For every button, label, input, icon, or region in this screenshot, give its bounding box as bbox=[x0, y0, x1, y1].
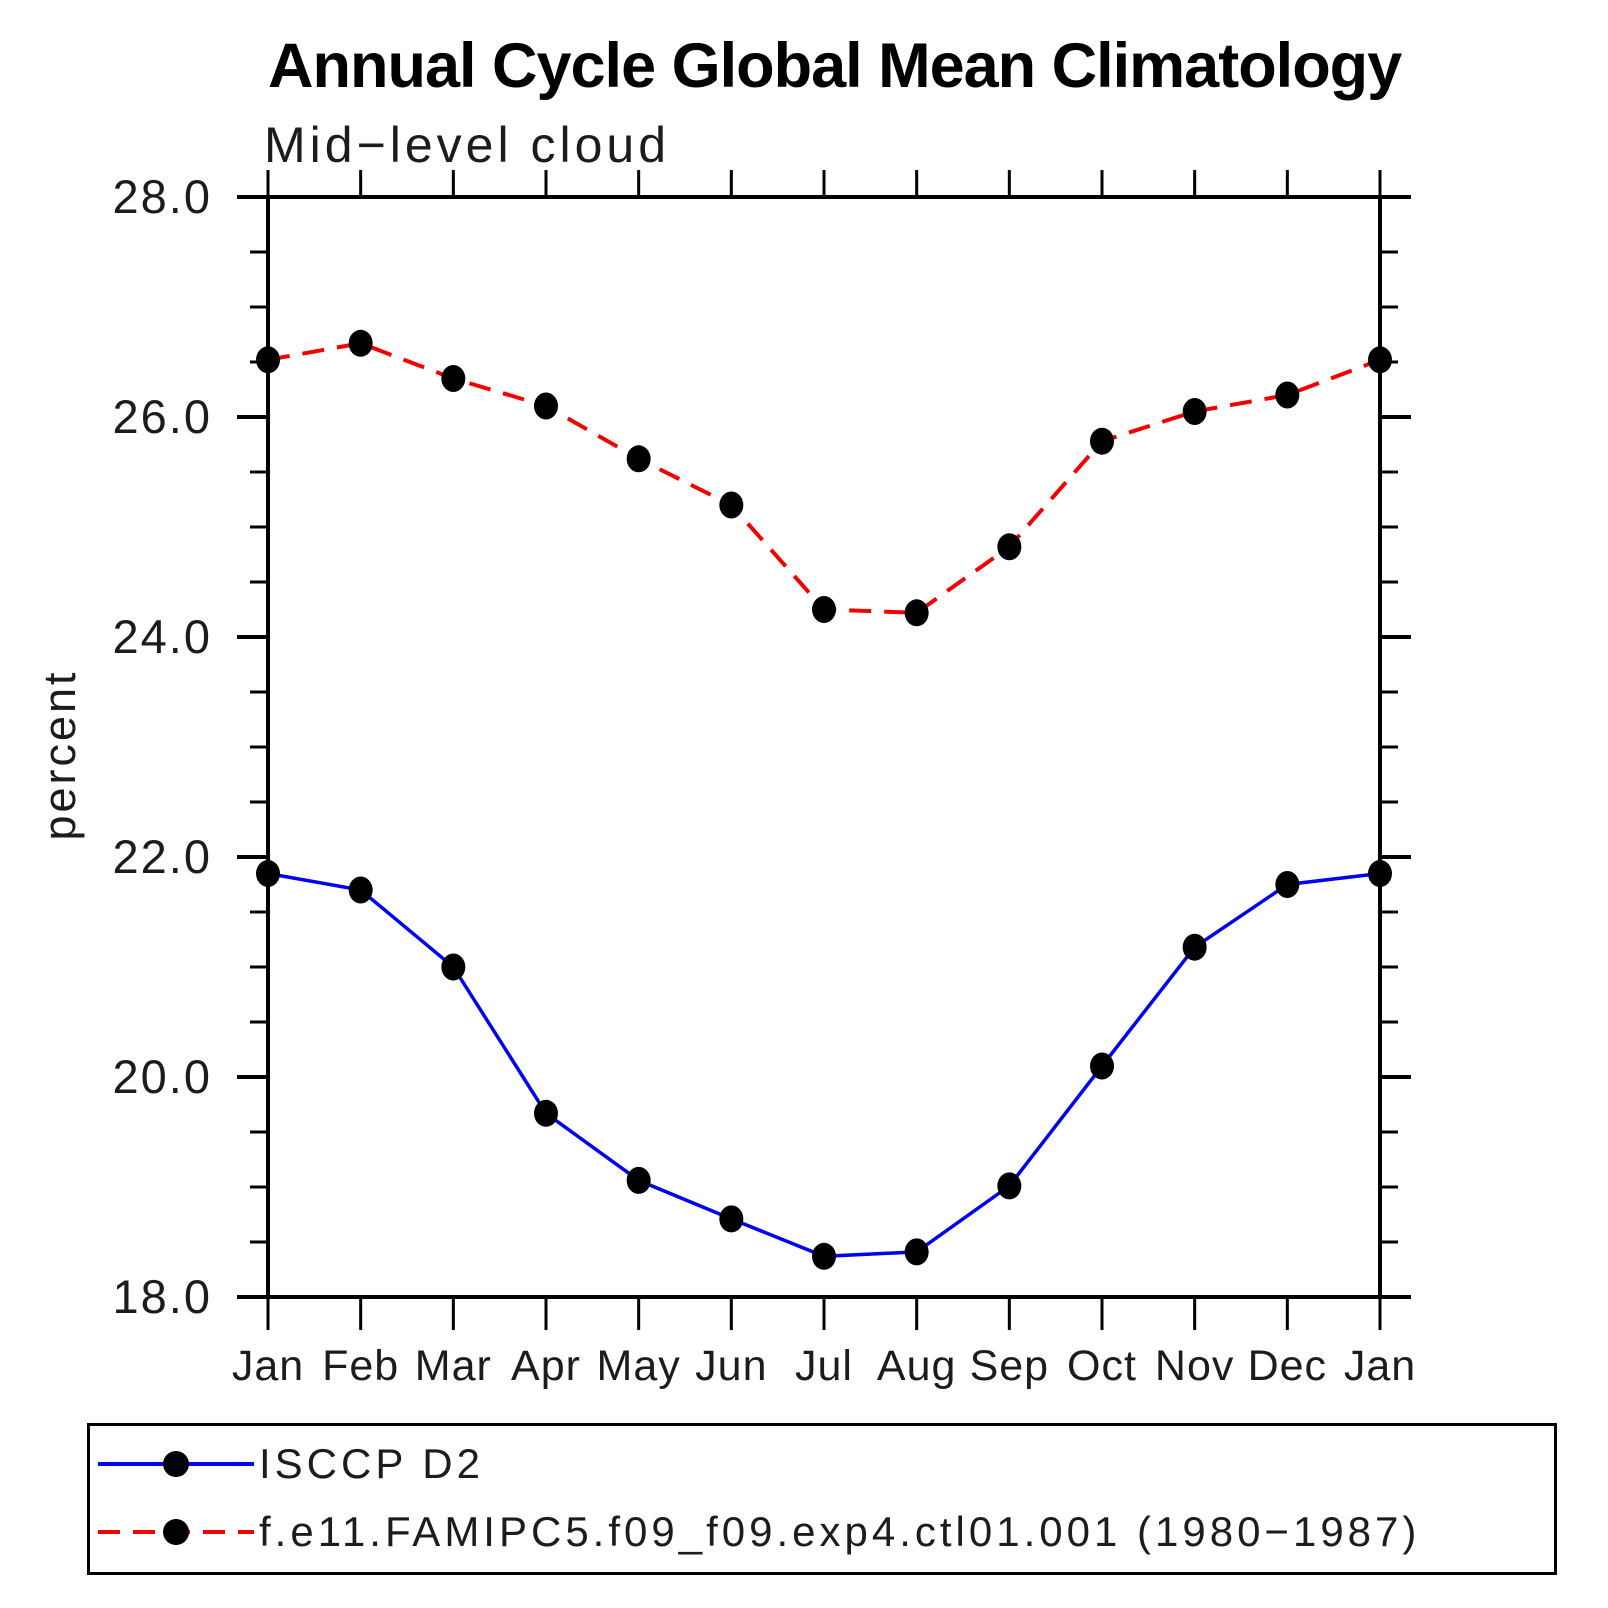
data-point-marker bbox=[1090, 427, 1114, 455]
data-point-marker bbox=[348, 329, 373, 357]
data-point-marker bbox=[1275, 871, 1300, 898]
y-tick-label: 24.0 bbox=[113, 610, 212, 663]
legend-item-isccp: ISCCP D2 bbox=[96, 1428, 484, 1500]
data-point-marker bbox=[1368, 346, 1392, 374]
x-tick-label: Jun bbox=[695, 1342, 767, 1390]
x-tick-label: Apr bbox=[511, 1342, 581, 1390]
data-point-marker bbox=[1182, 398, 1207, 425]
x-tick-label: Aug bbox=[877, 1342, 957, 1390]
legend-label-model: f.e11.FAMIPC5.f09_f09.exp4.ctl01.001 (19… bbox=[259, 1508, 1421, 1555]
series-line-0 bbox=[267, 871, 1381, 1259]
y-tick-label: 28.0 bbox=[113, 170, 212, 223]
x-tick-label: Jan bbox=[232, 1342, 304, 1390]
x-tick-label: Oct bbox=[1067, 1342, 1137, 1390]
data-point-marker bbox=[626, 1166, 651, 1194]
y-tick-label: 26.0 bbox=[113, 390, 212, 443]
data-point-marker bbox=[719, 1205, 744, 1233]
data-point-marker bbox=[256, 860, 280, 887]
data-point-marker bbox=[441, 953, 466, 981]
y-tick-label: 18.0 bbox=[113, 1270, 212, 1323]
data-point-marker bbox=[904, 599, 929, 627]
legend-box: ISCCP D2 f.e11.FAMIPC5.f09_f09.exp4.ctl0… bbox=[87, 1423, 1557, 1575]
data-point-marker bbox=[997, 533, 1022, 561]
series-line-1 bbox=[267, 341, 1381, 615]
x-tick-label: Sep bbox=[970, 1342, 1050, 1390]
chart-subtitle: Mid−level cloud bbox=[264, 117, 671, 173]
legend-marker-dot bbox=[163, 1519, 189, 1545]
legend-swatch-dashed-line bbox=[98, 1519, 254, 1545]
data-point-marker bbox=[719, 491, 744, 519]
x-tick-label: Feb bbox=[322, 1342, 399, 1390]
data-point-marker bbox=[812, 1242, 836, 1270]
data-point-marker bbox=[441, 365, 466, 392]
data-point-marker bbox=[1368, 860, 1392, 887]
x-tick-label: May bbox=[597, 1342, 681, 1390]
data-point-marker bbox=[1090, 1052, 1114, 1080]
legend-item-model: f.e11.FAMIPC5.f09_f09.exp4.ctl01.001 (19… bbox=[96, 1496, 1420, 1568]
data-point-marker bbox=[534, 392, 558, 420]
plot-border bbox=[266, 195, 1382, 1299]
x-tick-label: Jan bbox=[1344, 1342, 1416, 1390]
data-point-marker bbox=[1182, 933, 1207, 961]
data-point-marker bbox=[812, 596, 836, 623]
data-point-marker bbox=[626, 445, 651, 473]
y-axis-label: percent bbox=[34, 669, 85, 840]
data-point-marker bbox=[1275, 381, 1300, 409]
data-point-marker bbox=[904, 1238, 929, 1266]
legend-marker-dot bbox=[163, 1451, 189, 1477]
legend-swatch-solid-line bbox=[98, 1451, 254, 1477]
x-tick-label: Dec bbox=[1248, 1342, 1327, 1390]
x-tick-label: Jul bbox=[795, 1342, 853, 1390]
data-point-marker bbox=[534, 1099, 558, 1127]
chart-title: Annual Cycle Global Mean Climatology bbox=[268, 31, 1402, 101]
data-point-marker bbox=[256, 346, 280, 374]
y-tick-label: 20.0 bbox=[113, 1050, 212, 1103]
x-tick-label: Mar bbox=[415, 1342, 492, 1390]
legend-label-isccp: ISCCP D2 bbox=[259, 1440, 484, 1487]
y-tick-label: 22.0 bbox=[113, 830, 212, 883]
x-tick-label: Nov bbox=[1155, 1342, 1234, 1390]
data-point-marker bbox=[348, 876, 373, 904]
data-point-marker bbox=[997, 1172, 1022, 1200]
